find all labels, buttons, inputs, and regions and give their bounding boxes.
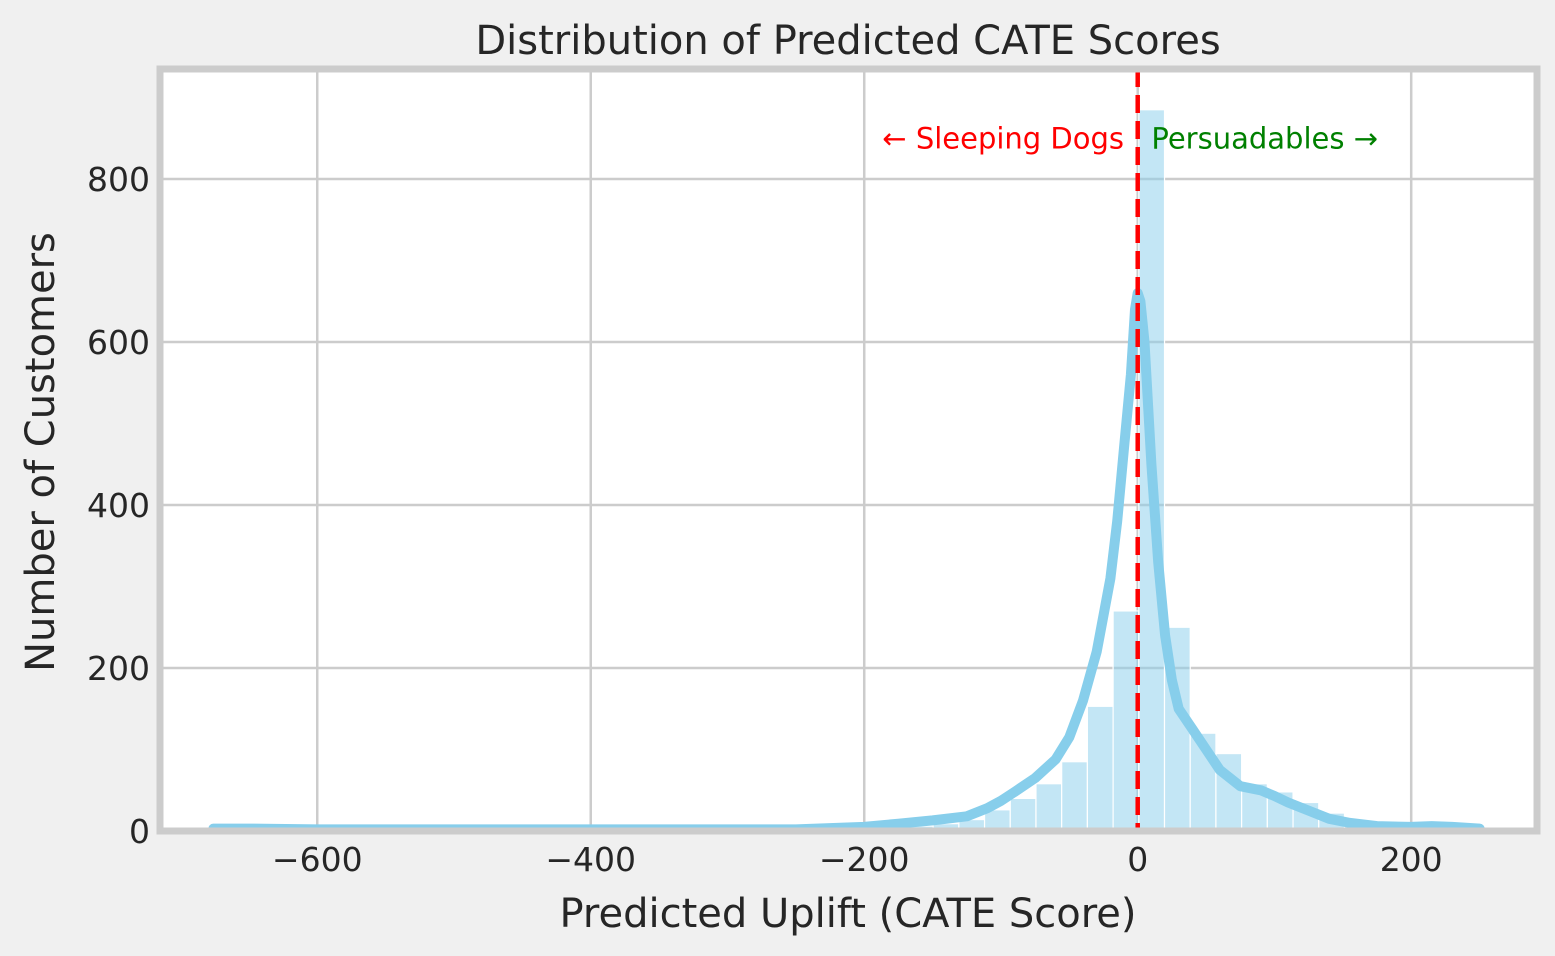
x-tick-label: −200 [819,840,910,879]
y-tick-label: 800 [87,160,150,199]
chart-title: Distribution of Predicted CATE Scores [475,18,1220,64]
annotation-persuadables: Persuadables → [1151,121,1378,155]
y-tick-label: 200 [87,649,150,688]
y-tick-label: 600 [87,323,150,362]
plot-frame [156,65,1541,835]
histogram-bar [1112,610,1140,832]
x-tick-label: 0 [1127,840,1148,879]
histogram-bar [1086,705,1114,832]
histogram-bar [1009,797,1037,832]
y-axis-label: Number of Customers [18,232,64,672]
x-tick-labels: −600 −400 −200 0 200 [272,840,1443,879]
y-tick-label: 0 [129,812,150,851]
x-tick-label: −600 [272,840,363,879]
kde-curve [208,288,1485,835]
annotation-sleeping-dogs: ← Sleeping Dogs [882,121,1124,155]
x-axis-label: Predicted Uplift (CATE Score) [559,891,1136,937]
x-tick-label: 200 [1380,840,1443,879]
y-tick-labels: 0 200 400 600 800 [87,160,150,851]
y-tick-label: 400 [87,486,150,525]
histogram-bar [1061,761,1088,832]
histogram-bar [1035,783,1063,832]
x-tick-label: −400 [545,840,636,879]
plot-area [160,69,1537,831]
